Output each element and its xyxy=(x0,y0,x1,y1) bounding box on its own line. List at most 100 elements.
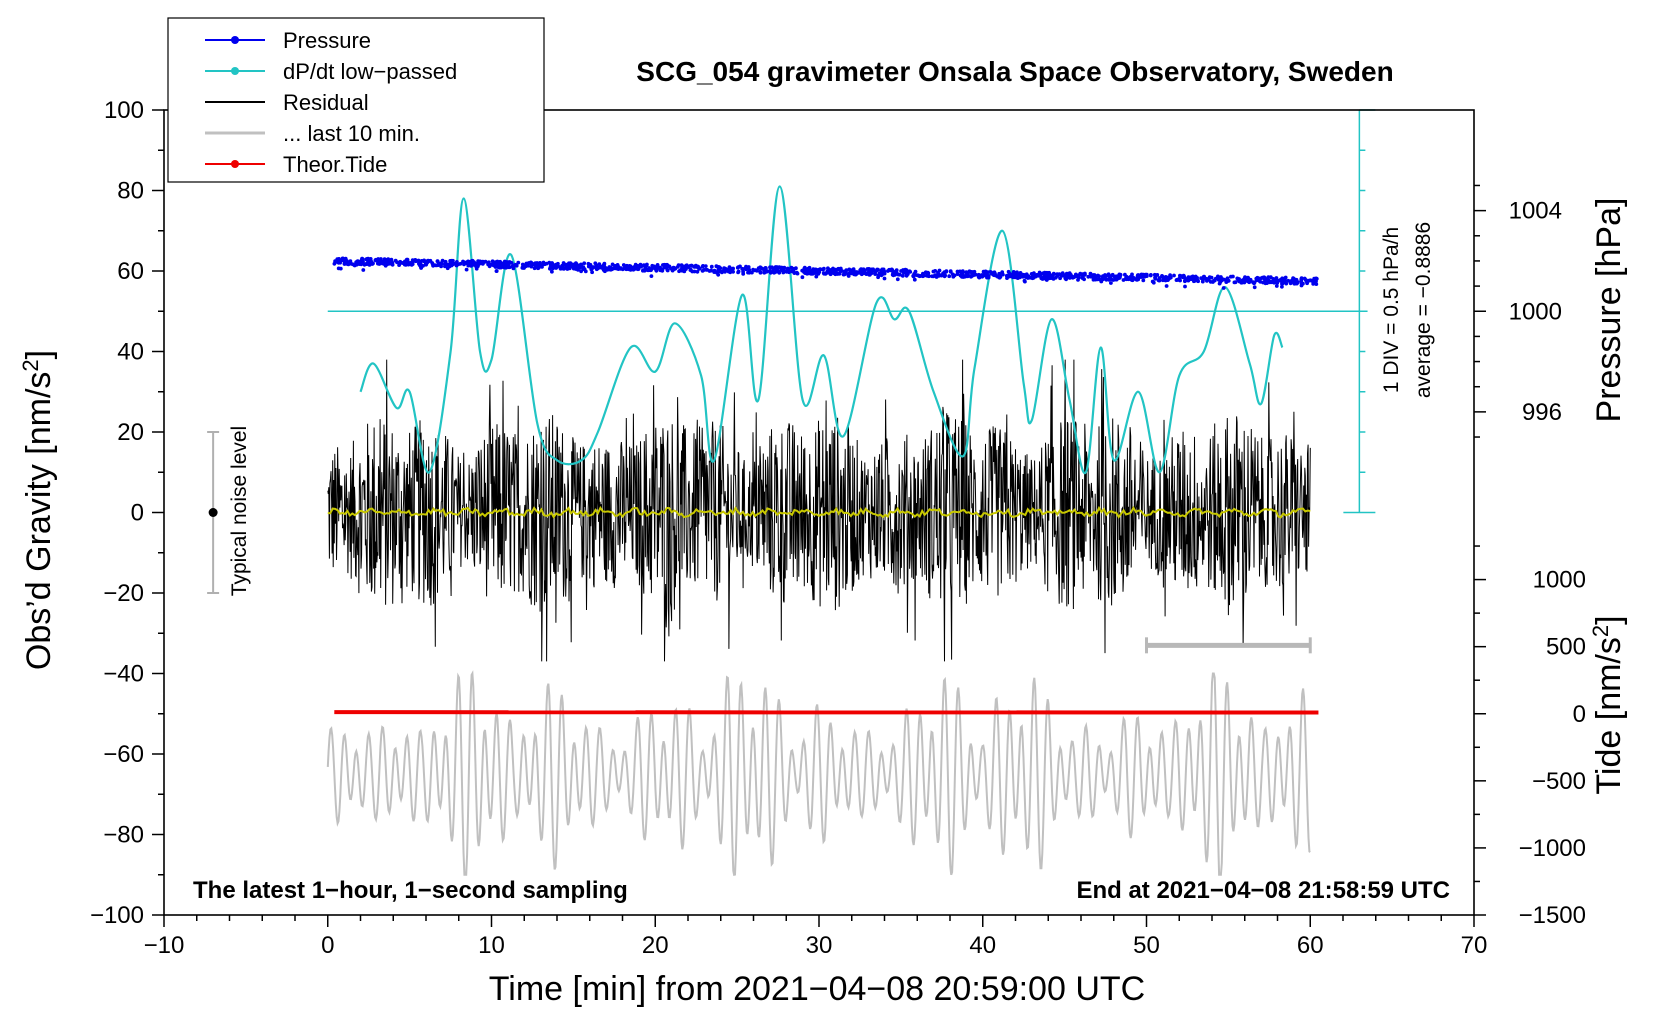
pressure-point xyxy=(487,262,492,267)
pressure-point xyxy=(439,264,443,269)
pressure-point xyxy=(636,267,641,271)
pressure-point xyxy=(497,262,502,266)
pressure-point xyxy=(1255,275,1260,280)
pressure-point xyxy=(582,261,587,266)
pressure-point xyxy=(960,269,965,274)
pressure-point xyxy=(1289,279,1294,284)
pressure-point xyxy=(1108,274,1113,278)
pressure-point xyxy=(1237,277,1241,281)
pressure-point xyxy=(1098,277,1102,282)
pressure-point xyxy=(867,269,871,274)
pressure-point xyxy=(735,265,740,270)
pressure-point xyxy=(958,269,962,274)
last-10-min-series xyxy=(326,670,1311,876)
pressure-point xyxy=(826,268,830,273)
plot-axes: −10 0 10 20 30 40 50 60 70−100−80−60−40−20020406… xyxy=(90,97,1586,959)
pressure-point xyxy=(390,261,395,265)
pressure-point xyxy=(511,266,516,271)
pressure-point xyxy=(649,274,654,278)
x-tick-label: 0 xyxy=(321,932,334,959)
tide-axis-label-close: ] xyxy=(1590,615,1628,624)
pressure-point xyxy=(1174,278,1179,282)
pressure-point xyxy=(427,259,431,263)
pressure-point xyxy=(804,267,808,271)
pressure-point xyxy=(1144,274,1149,278)
pressure-point xyxy=(680,265,684,270)
pressure-point xyxy=(1118,273,1123,278)
pressure-point xyxy=(379,257,383,261)
pressure-point xyxy=(1123,272,1127,277)
pressure-point xyxy=(1274,284,1279,288)
pressure-point xyxy=(901,270,906,275)
pressure-point xyxy=(652,265,656,269)
pressure-point xyxy=(752,268,757,273)
pressure-point xyxy=(336,260,341,265)
pressure-point xyxy=(966,272,970,277)
pressure-point xyxy=(493,260,498,265)
legend-label: dP/dt low−passed xyxy=(283,59,457,84)
pressure-point xyxy=(581,267,586,272)
pressure-point xyxy=(1294,277,1299,282)
legend-marker xyxy=(231,67,239,75)
y-tick-label: −40 xyxy=(103,661,144,688)
pressure-point xyxy=(847,267,852,272)
pressure-point xyxy=(1070,275,1075,280)
pressure-point xyxy=(680,268,685,273)
pressure-point xyxy=(1262,276,1266,281)
pressure-point xyxy=(764,266,768,270)
pressure-point xyxy=(1086,274,1091,279)
pressure-point xyxy=(879,273,884,278)
pressure-point xyxy=(422,258,426,263)
pressure-point xyxy=(923,270,928,275)
pressure-point xyxy=(700,265,705,269)
pressure-point xyxy=(449,258,454,263)
pressure-point xyxy=(521,265,526,270)
pressure-point xyxy=(716,272,721,277)
pressure-point xyxy=(494,269,499,273)
pressure-point xyxy=(1049,275,1053,280)
pressure-point xyxy=(398,261,403,265)
pressure-point xyxy=(385,261,390,266)
y-axis-label-main: Obs’d Gravity [nm/s xyxy=(20,372,58,671)
pressure-point xyxy=(512,263,516,268)
y-tick-label: −100 xyxy=(90,902,144,929)
pressure-point xyxy=(1183,284,1187,289)
pressure-point xyxy=(765,269,769,273)
y-tick-label: 40 xyxy=(117,339,144,366)
pressure-point xyxy=(736,270,740,275)
pressure-point xyxy=(889,268,893,273)
pressure-point xyxy=(786,268,791,273)
pressure-point xyxy=(342,262,347,266)
pressure-point xyxy=(791,267,796,271)
pressure-point xyxy=(440,258,445,263)
y-tick-label: 100 xyxy=(104,97,144,124)
pressure-point xyxy=(1164,284,1169,288)
pressure-point xyxy=(578,263,582,268)
pressure-point xyxy=(1242,280,1247,285)
pressure-point xyxy=(704,267,709,272)
pressure-point xyxy=(361,268,366,272)
pressure-point xyxy=(895,277,900,282)
pressure-point xyxy=(846,272,851,277)
tide-tick-label: 1000 xyxy=(1533,567,1586,594)
pressure-point xyxy=(1160,274,1164,278)
x-tick-label: 70 xyxy=(1461,932,1488,959)
pressure-point xyxy=(1112,274,1117,279)
pressure-point xyxy=(1217,281,1222,286)
dpdt-line xyxy=(359,185,1284,475)
pressure-point xyxy=(1280,281,1285,286)
x-tick-label: 20 xyxy=(642,932,669,959)
pressure-point xyxy=(896,272,901,277)
y-tick-label: −60 xyxy=(103,741,144,768)
pressure-point xyxy=(554,265,558,269)
pressure-point xyxy=(1252,281,1257,285)
legend-label: ... last 10 min. xyxy=(283,121,420,146)
pressure-point xyxy=(859,272,864,277)
pressure-point xyxy=(677,269,681,274)
pressure-point xyxy=(894,268,899,273)
pressure-point xyxy=(567,261,571,266)
pressure-point xyxy=(921,271,925,276)
pressure-point xyxy=(417,262,421,266)
residual-mean-series xyxy=(327,505,1311,520)
pressure-point xyxy=(364,257,369,262)
